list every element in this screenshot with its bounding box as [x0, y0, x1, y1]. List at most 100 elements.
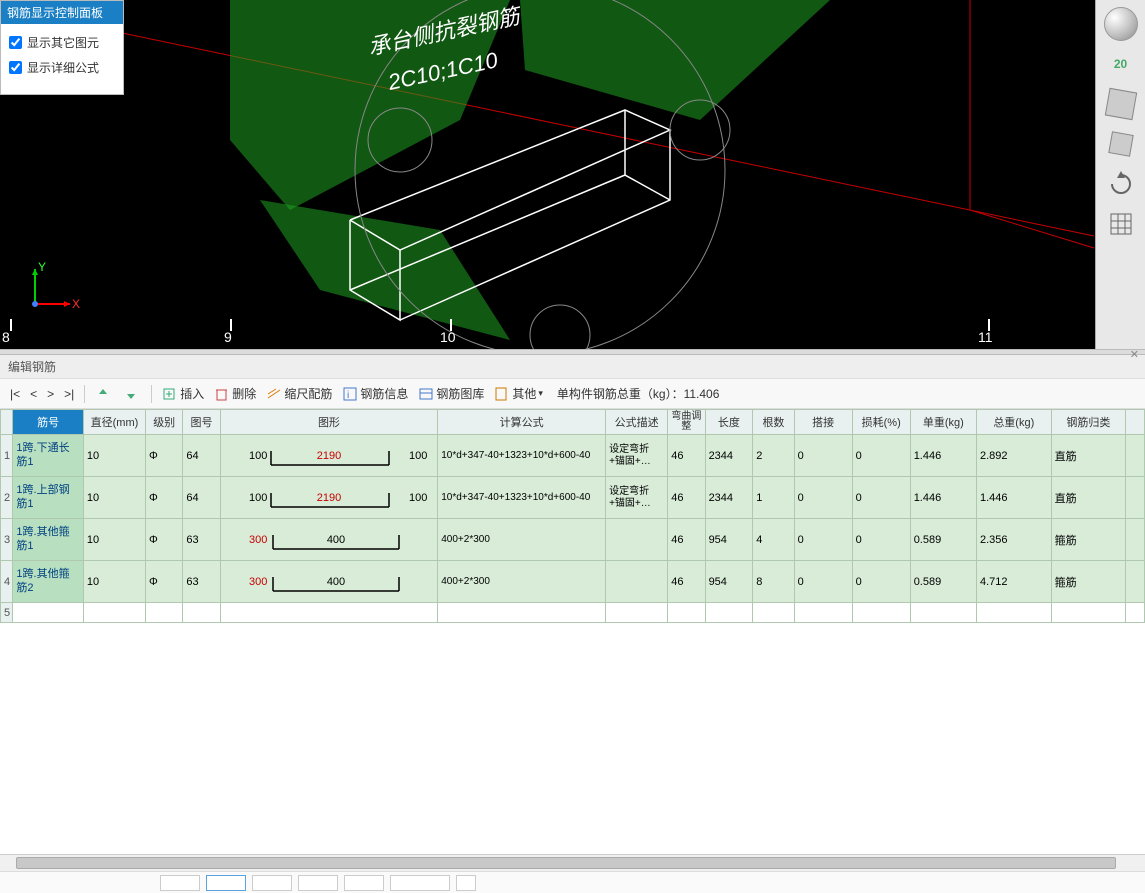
cell-desc[interactable]: [606, 561, 668, 603]
other-dropdown-button[interactable]: 其他 ▾: [490, 383, 547, 404]
checkbox-1[interactable]: [9, 36, 22, 49]
col-length[interactable]: 长度: [705, 410, 753, 435]
table-row-empty[interactable]: 5: [1, 603, 1145, 623]
view-cube-small-button[interactable]: [1103, 126, 1139, 162]
cell-total[interactable]: 2.892: [977, 435, 1052, 477]
cell-total[interactable]: 2.356: [977, 519, 1052, 561]
cell-length[interactable]: 954: [705, 519, 753, 561]
col-lap[interactable]: 搭接: [794, 410, 852, 435]
cell-unit[interactable]: 0.589: [910, 519, 976, 561]
table-row[interactable]: 3 1跨.其他箍筋1 10 Φ 63 300 400 400+2*300 46 …: [1, 519, 1145, 561]
cell-lap[interactable]: 0: [794, 519, 852, 561]
tab-ghost[interactable]: [456, 875, 476, 891]
cell-loss[interactable]: 0: [852, 519, 910, 561]
cell-diameter[interactable]: 10: [83, 561, 145, 603]
panel-divider[interactable]: ✕: [0, 349, 1145, 355]
cell-lap[interactable]: 0: [794, 435, 852, 477]
cad-viewport[interactable]: 钢筋显示控制面板 显示其它图元 显示详细公式: [0, 0, 1095, 349]
cell-grade[interactable]: Φ: [146, 561, 183, 603]
view-sphere-button[interactable]: [1103, 6, 1139, 42]
cell-unit[interactable]: 1.446: [910, 435, 976, 477]
tab-ghost[interactable]: [298, 875, 338, 891]
cell-figno[interactable]: 63: [183, 561, 220, 603]
cell-count[interactable]: 2: [753, 435, 794, 477]
scale-rebar-button[interactable]: 缩尺配筋: [262, 383, 336, 404]
checkbox-2[interactable]: [9, 61, 22, 74]
cell-name[interactable]: 1跨.其他箍筋1: [13, 519, 83, 561]
cell-count[interactable]: 4: [753, 519, 794, 561]
cell-name[interactable]: 1跨.上部钢筋1: [13, 477, 83, 519]
view-grid-button[interactable]: [1103, 206, 1139, 242]
col-formula[interactable]: 计算公式: [438, 410, 606, 435]
cell-name[interactable]: 1跨.其他箍筋2: [13, 561, 83, 603]
view-rotate-button[interactable]: [1103, 166, 1139, 202]
cell-figno[interactable]: 64: [183, 477, 220, 519]
cell-figno[interactable]: 63: [183, 519, 220, 561]
cell-unit[interactable]: 1.446: [910, 477, 976, 519]
tab-ghost[interactable]: [390, 875, 450, 891]
rebar-info-button[interactable]: i 钢筋信息: [338, 383, 412, 404]
cell-loss[interactable]: 0: [852, 477, 910, 519]
view-iso-number[interactable]: 20: [1103, 46, 1139, 82]
cell-cat[interactable]: 直筋: [1051, 477, 1126, 519]
cell-bend[interactable]: 46: [668, 435, 705, 477]
col-desc[interactable]: 公式描述: [606, 410, 668, 435]
cell-total[interactable]: 4.712: [977, 561, 1052, 603]
cell-bend[interactable]: 46: [668, 561, 705, 603]
cell-desc[interactable]: [606, 519, 668, 561]
col-total[interactable]: 总重(kg): [977, 410, 1052, 435]
cell-grade[interactable]: Φ: [146, 477, 183, 519]
table-row[interactable]: 1 1跨.下通长筋1 10 Φ 64 100 2190 100 10*d+347…: [1, 435, 1145, 477]
col-grade[interactable]: 级别: [146, 410, 183, 435]
cell-diameter[interactable]: 10: [83, 477, 145, 519]
col-count[interactable]: 根数: [753, 410, 794, 435]
cell-figno[interactable]: 64: [183, 435, 220, 477]
rebar-table-container[interactable]: 筋号 直径(mm) 级别 图号 图形 计算公式 公式描述 弯曲调整 长度 根数 …: [0, 409, 1145, 854]
cell-count[interactable]: 1: [753, 477, 794, 519]
cell-length[interactable]: 954: [705, 561, 753, 603]
cell-grade[interactable]: Φ: [146, 435, 183, 477]
cell-desc[interactable]: 设定弯折+锚固+…: [606, 435, 668, 477]
reorder-down-button[interactable]: [119, 384, 145, 404]
cell-name[interactable]: 1跨.下通长筋1: [13, 435, 83, 477]
cell-lap[interactable]: 0: [794, 561, 852, 603]
tab-ghost[interactable]: [160, 875, 200, 891]
nav-next-button[interactable]: >: [43, 385, 58, 403]
col-unit[interactable]: 单重(kg): [910, 410, 976, 435]
delete-button[interactable]: 删除: [210, 383, 260, 404]
nav-last-button[interactable]: >|: [60, 385, 78, 403]
cell-loss[interactable]: 0: [852, 561, 910, 603]
nav-prev-button[interactable]: <: [26, 385, 41, 403]
cell-diameter[interactable]: 10: [83, 435, 145, 477]
table-row[interactable]: 4 1跨.其他箍筋2 10 Φ 63 300 400 400+2*300 46 …: [1, 561, 1145, 603]
col-diameter[interactable]: 直径(mm): [83, 410, 145, 435]
col-loss[interactable]: 损耗(%): [852, 410, 910, 435]
col-figno[interactable]: 图号: [183, 410, 220, 435]
cell-cat[interactable]: 箍筋: [1051, 519, 1126, 561]
col-name[interactable]: 筋号: [13, 410, 83, 435]
cell-lap[interactable]: 0: [794, 477, 852, 519]
cell-cat[interactable]: 箍筋: [1051, 561, 1126, 603]
cell-bend[interactable]: 46: [668, 519, 705, 561]
tab-ghost[interactable]: [344, 875, 384, 891]
cell-shape[interactable]: 300 400: [220, 519, 438, 561]
tab-ghost[interactable]: [252, 875, 292, 891]
rebar-library-button[interactable]: 钢筋图库: [414, 383, 488, 404]
cell-cat[interactable]: 直筋: [1051, 435, 1126, 477]
table-row[interactable]: 2 1跨.上部钢筋1 10 Φ 64 100 2190 100 10*d+347…: [1, 477, 1145, 519]
cell-length[interactable]: 2344: [705, 435, 753, 477]
cell-desc[interactable]: 设定弯折+锚固+…: [606, 477, 668, 519]
col-bend[interactable]: 弯曲调整: [668, 410, 705, 435]
nav-first-button[interactable]: |<: [6, 385, 24, 403]
cell-loss[interactable]: 0: [852, 435, 910, 477]
scrollbar-thumb[interactable]: [16, 857, 1116, 869]
cell-length[interactable]: 2344: [705, 477, 753, 519]
cell-formula[interactable]: 400+2*300: [438, 561, 606, 603]
cell-shape[interactable]: 100 2190 100: [220, 435, 438, 477]
tab-ghost[interactable]: [206, 875, 246, 891]
view-cube-button[interactable]: [1103, 86, 1139, 122]
cell-diameter[interactable]: 10: [83, 519, 145, 561]
insert-button[interactable]: 插入: [158, 383, 208, 404]
col-shape[interactable]: 图形: [220, 410, 438, 435]
horizontal-scrollbar[interactable]: [0, 854, 1145, 871]
